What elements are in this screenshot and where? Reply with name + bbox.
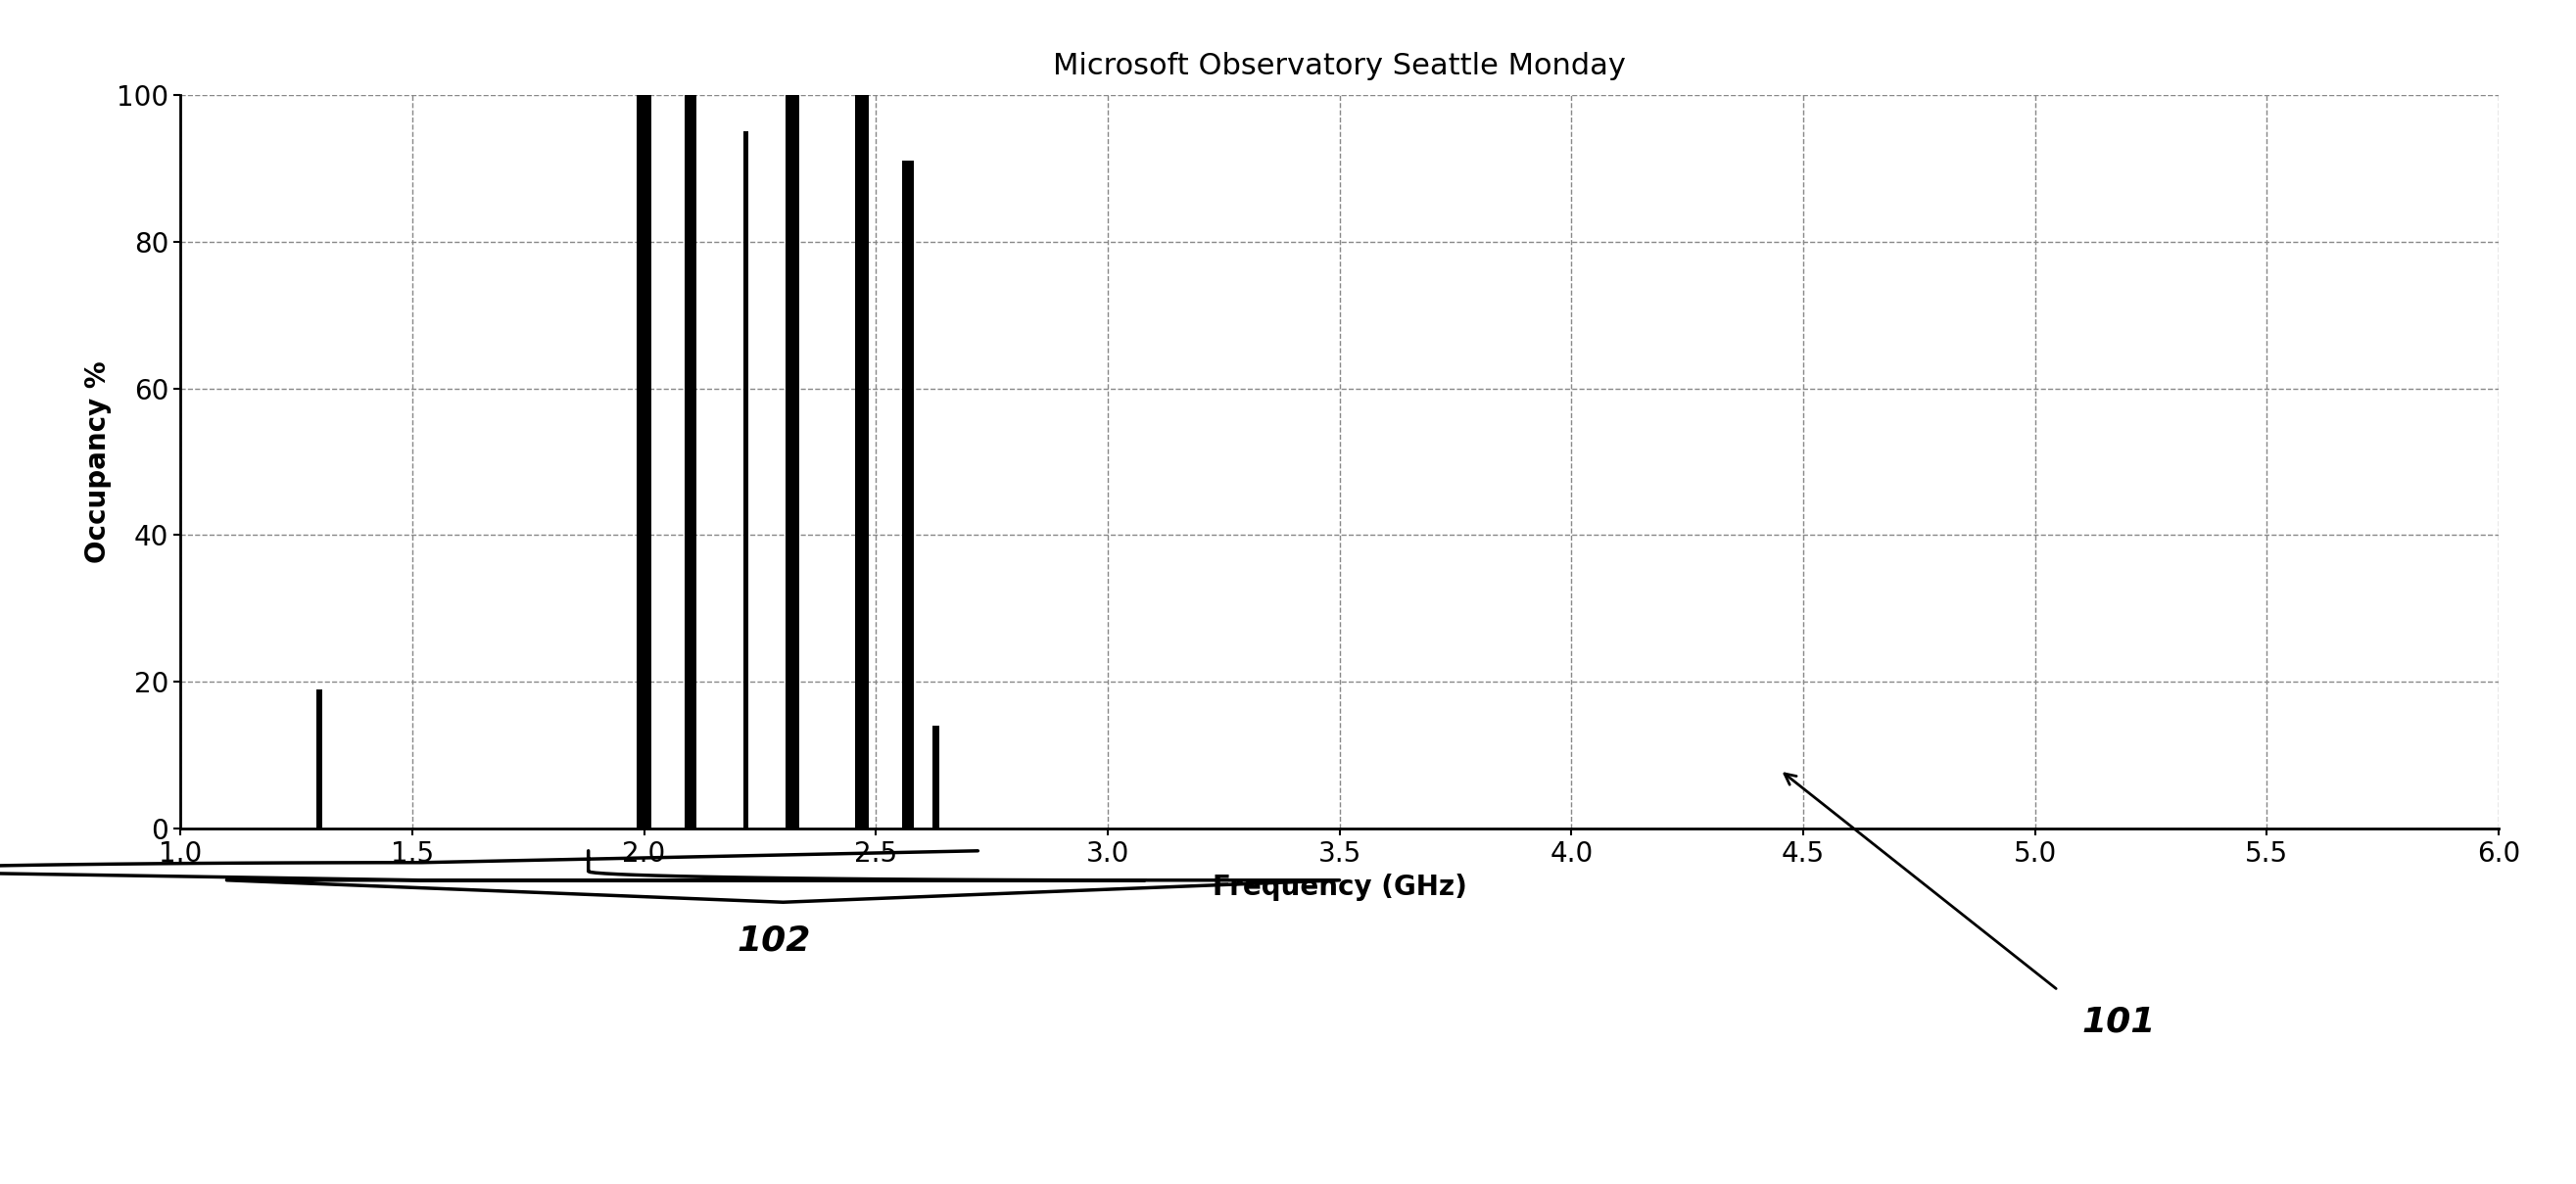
Text: 101: 101 (2081, 1005, 2156, 1038)
Bar (902, 161, 914, 829)
Bar (933, 726, 940, 829)
Text: 102: 102 (737, 925, 811, 958)
Bar (786, 95, 799, 829)
Bar (855, 95, 868, 829)
Y-axis label: Occupancy %: Occupancy % (85, 361, 111, 562)
Bar (744, 131, 750, 829)
Title: Microsoft Observatory Seattle Monday: Microsoft Observatory Seattle Monday (1054, 52, 1625, 81)
X-axis label: Frequency (GHz): Frequency (GHz) (1213, 874, 1466, 901)
Bar (317, 689, 322, 829)
Bar (685, 95, 696, 829)
Bar (636, 95, 652, 829)
